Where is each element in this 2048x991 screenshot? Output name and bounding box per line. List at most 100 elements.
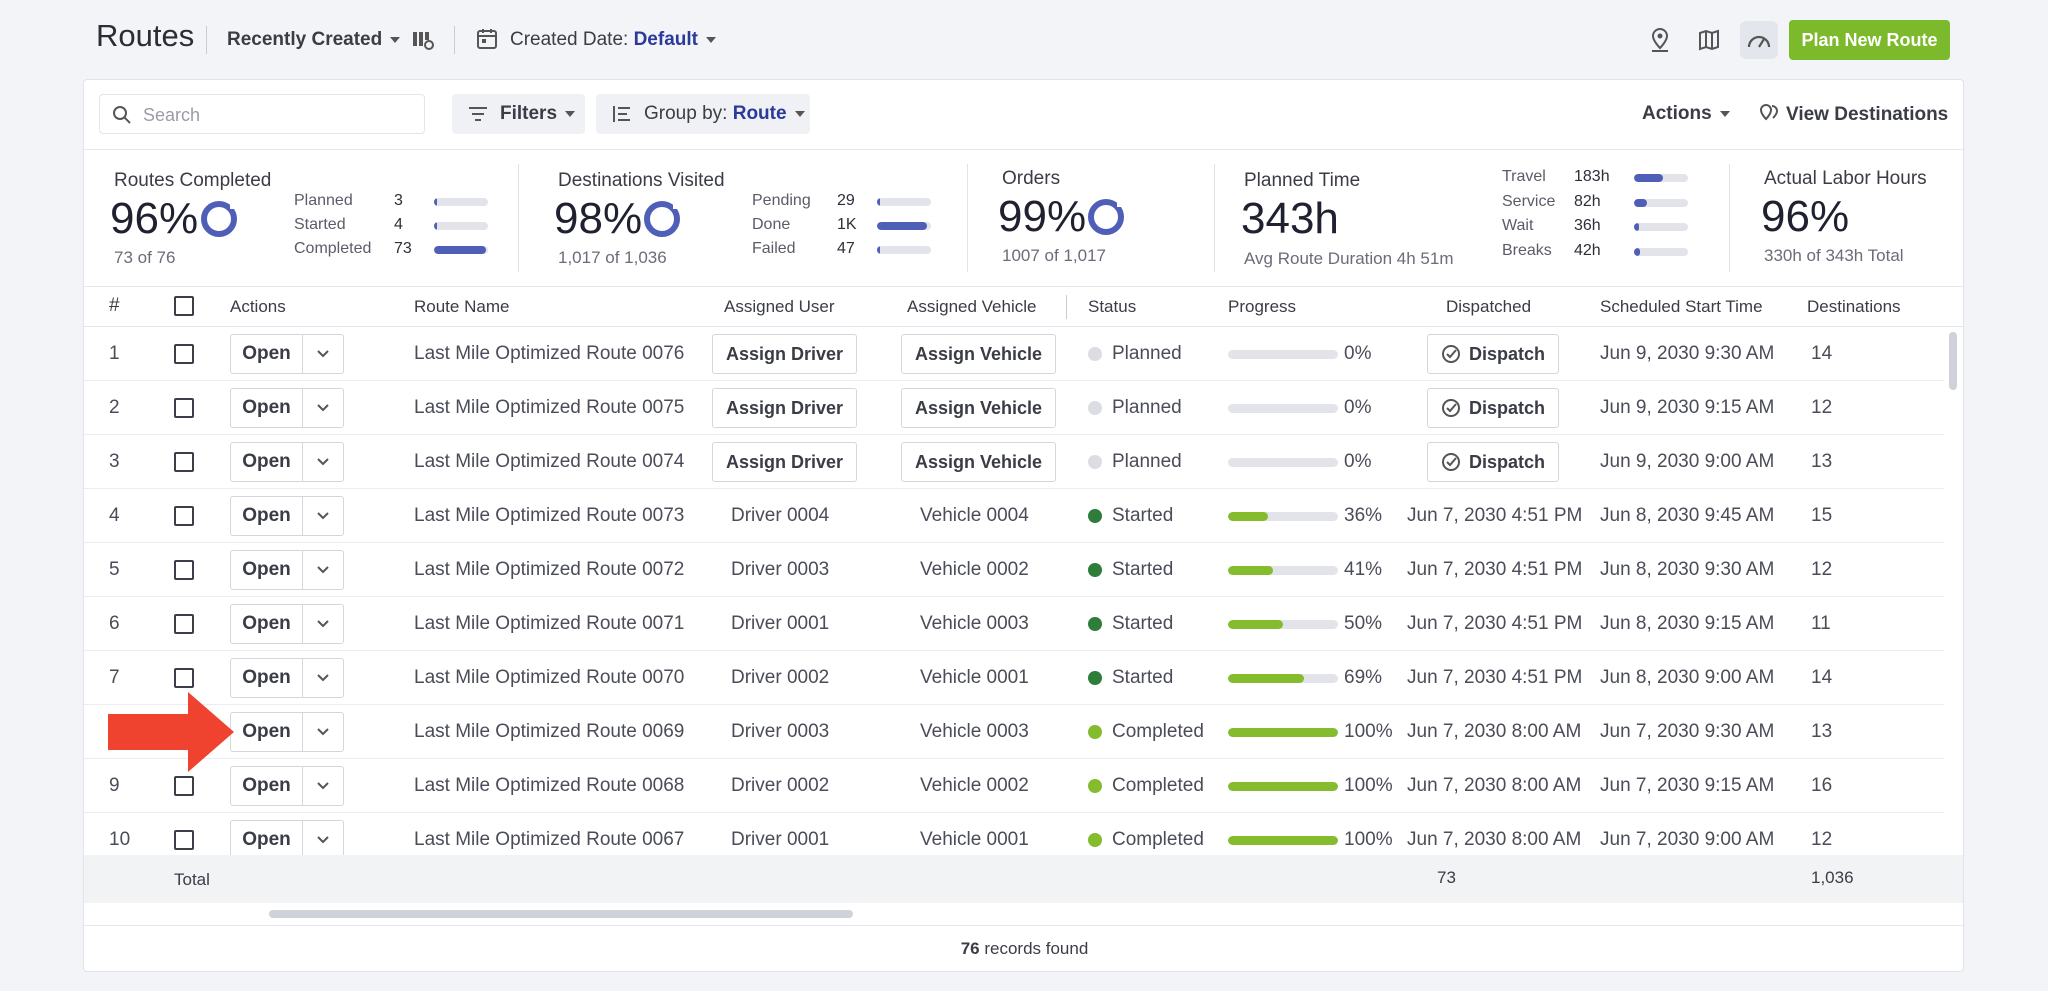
- route-name[interactable]: Last Mile Optimized Route 0068: [414, 775, 685, 796]
- route-name[interactable]: Last Mile Optimized Route 0069: [414, 721, 685, 742]
- col-assigned-user[interactable]: Assigned User: [724, 297, 835, 316]
- assign-driver-button[interactable]: Assign Driver: [712, 442, 858, 482]
- row-actions-dropdown[interactable]: [303, 443, 343, 481]
- row-actions-dropdown[interactable]: [303, 389, 343, 427]
- row-actions-dropdown[interactable]: [303, 713, 343, 751]
- assign-vehicle-button[interactable]: Assign Vehicle: [901, 388, 1057, 428]
- open-button[interactable]: Open: [231, 497, 303, 535]
- col-scheduled-start[interactable]: Scheduled Start Time: [1600, 297, 1763, 316]
- assigned-vehicle: Vehicle 0001: [920, 829, 1029, 850]
- totals-dispatched: 73: [1437, 868, 1456, 887]
- dispatch-button[interactable]: Dispatch: [1427, 334, 1560, 374]
- open-button[interactable]: Open: [231, 605, 303, 643]
- breakdown-bar-fill: [1634, 174, 1663, 182]
- col-progress[interactable]: Progress: [1228, 297, 1297, 316]
- route-name[interactable]: Last Mile Optimized Route 0071: [414, 613, 685, 634]
- breakdown-row: Breaks 42h: [1502, 242, 1694, 262]
- row-checkbox[interactable]: [174, 489, 194, 543]
- route-name[interactable]: Last Mile Optimized Route 0070: [414, 667, 685, 688]
- route-name[interactable]: Last Mile Optimized Route 0073: [414, 505, 685, 526]
- open-button[interactable]: Open: [231, 443, 303, 481]
- row-checkbox[interactable]: [174, 327, 194, 381]
- view-destinations-button[interactable]: View Destinations: [1758, 103, 1948, 126]
- row-actions-dropdown[interactable]: [303, 659, 343, 697]
- row-checkbox[interactable]: [174, 759, 194, 813]
- row-checkbox[interactable]: [174, 597, 194, 651]
- date-filter-dropdown[interactable]: Created Date: Default: [510, 29, 716, 51]
- row-actions-dropdown[interactable]: [303, 605, 343, 643]
- vertical-scrollbar[interactable]: [1949, 332, 1957, 390]
- assign-driver-button[interactable]: Assign Driver: [712, 388, 858, 428]
- open-button[interactable]: Open: [231, 767, 303, 805]
- breakdown-row: Planned 3: [294, 192, 494, 212]
- col-dispatched[interactable]: Dispatched: [1446, 297, 1532, 316]
- row-actions-dropdown[interactable]: [303, 335, 343, 373]
- filters-button[interactable]: Filters: [452, 94, 585, 134]
- dispatch-button[interactable]: Dispatch: [1427, 442, 1560, 482]
- breakdown-bar: [434, 222, 488, 230]
- row-checkbox[interactable]: [174, 813, 194, 855]
- progress-cell: 0%: [1228, 435, 1371, 489]
- location-pin-icon[interactable]: [1641, 21, 1679, 59]
- open-button[interactable]: Open: [231, 821, 303, 855]
- row-checkbox[interactable]: [174, 651, 194, 705]
- scheduled-start-time: Jun 7, 2030 9:30 AM: [1600, 721, 1775, 742]
- open-button[interactable]: Open: [231, 389, 303, 427]
- route-name[interactable]: Last Mile Optimized Route 0076: [414, 343, 685, 364]
- row-checkbox[interactable]: [174, 435, 194, 489]
- chevron-down-icon: [317, 350, 329, 358]
- assign-driver-cell: Assign Driver: [712, 327, 858, 381]
- breakdown-row: Completed 73: [294, 240, 494, 260]
- assigned-user: Driver 0003: [731, 721, 830, 742]
- map-icon[interactable]: [1690, 21, 1728, 59]
- select-all-checkbox[interactable]: [174, 296, 194, 316]
- search-placeholder: Search: [143, 105, 201, 125]
- assigned-user: Driver 0002: [731, 667, 830, 688]
- col-route-name[interactable]: Route Name: [414, 297, 510, 316]
- row-actions-dropdown[interactable]: [303, 497, 343, 535]
- actions-dropdown[interactable]: Actions: [1642, 103, 1730, 125]
- assign-driver-button[interactable]: Assign Driver: [712, 334, 858, 374]
- totals-row: Total 73 1,036: [84, 855, 1963, 903]
- search-icon: [113, 106, 131, 124]
- route-name[interactable]: Last Mile Optimized Route 0074: [414, 451, 685, 472]
- assign-driver-cell: Assign Driver: [712, 435, 858, 489]
- scheduled-start-time: Jun 8, 2030 9:00 AM: [1600, 667, 1775, 688]
- row-actions-dropdown[interactable]: [303, 551, 343, 589]
- column-settings-icon[interactable]: [411, 28, 435, 57]
- column-resize-handle[interactable]: [1066, 295, 1067, 319]
- row-checkbox[interactable]: [174, 381, 194, 435]
- row-actions-dropdown[interactable]: [303, 821, 343, 855]
- open-button[interactable]: Open: [231, 335, 303, 373]
- group-by-dropdown[interactable]: Group by: Route: [596, 94, 810, 134]
- row-checkbox[interactable]: [174, 543, 194, 597]
- open-button[interactable]: Open: [231, 713, 303, 751]
- open-button[interactable]: Open: [231, 659, 303, 697]
- status-label: Completed: [1112, 775, 1204, 796]
- orders-donut-chart: [1088, 199, 1124, 235]
- breakdown-bar-fill: [1634, 198, 1647, 207]
- search-input[interactable]: Search: [99, 94, 425, 134]
- open-button-group: Open: [230, 381, 344, 435]
- progress-bar: [1228, 565, 1338, 575]
- dispatch-button[interactable]: Dispatch: [1427, 388, 1560, 428]
- check-circle-icon: [1442, 345, 1460, 363]
- col-assigned-vehicle[interactable]: Assigned Vehicle: [907, 297, 1037, 316]
- route-name[interactable]: Last Mile Optimized Route 0072: [414, 559, 685, 580]
- col-destinations[interactable]: Destinations: [1807, 297, 1901, 316]
- progress-label: 69%: [1344, 667, 1383, 688]
- row-actions-dropdown[interactable]: [303, 767, 343, 805]
- sort-dropdown[interactable]: Recently Created: [227, 29, 401, 51]
- horizontal-scrollbar[interactable]: [269, 910, 853, 918]
- dashboard-gauge-icon[interactable]: [1740, 21, 1778, 59]
- divider: [454, 26, 455, 54]
- route-name[interactable]: Last Mile Optimized Route 0075: [414, 397, 685, 418]
- assign-vehicle-button[interactable]: Assign Vehicle: [901, 334, 1057, 374]
- breakdown-bar-fill: [1634, 223, 1640, 231]
- open-button[interactable]: Open: [231, 551, 303, 589]
- route-name[interactable]: Last Mile Optimized Route 0067: [414, 829, 685, 850]
- plan-new-route-button[interactable]: Plan New Route: [1789, 20, 1950, 60]
- col-status[interactable]: Status: [1088, 297, 1137, 316]
- assign-vehicle-button[interactable]: Assign Vehicle: [901, 442, 1057, 482]
- progress-bar: [1228, 673, 1338, 683]
